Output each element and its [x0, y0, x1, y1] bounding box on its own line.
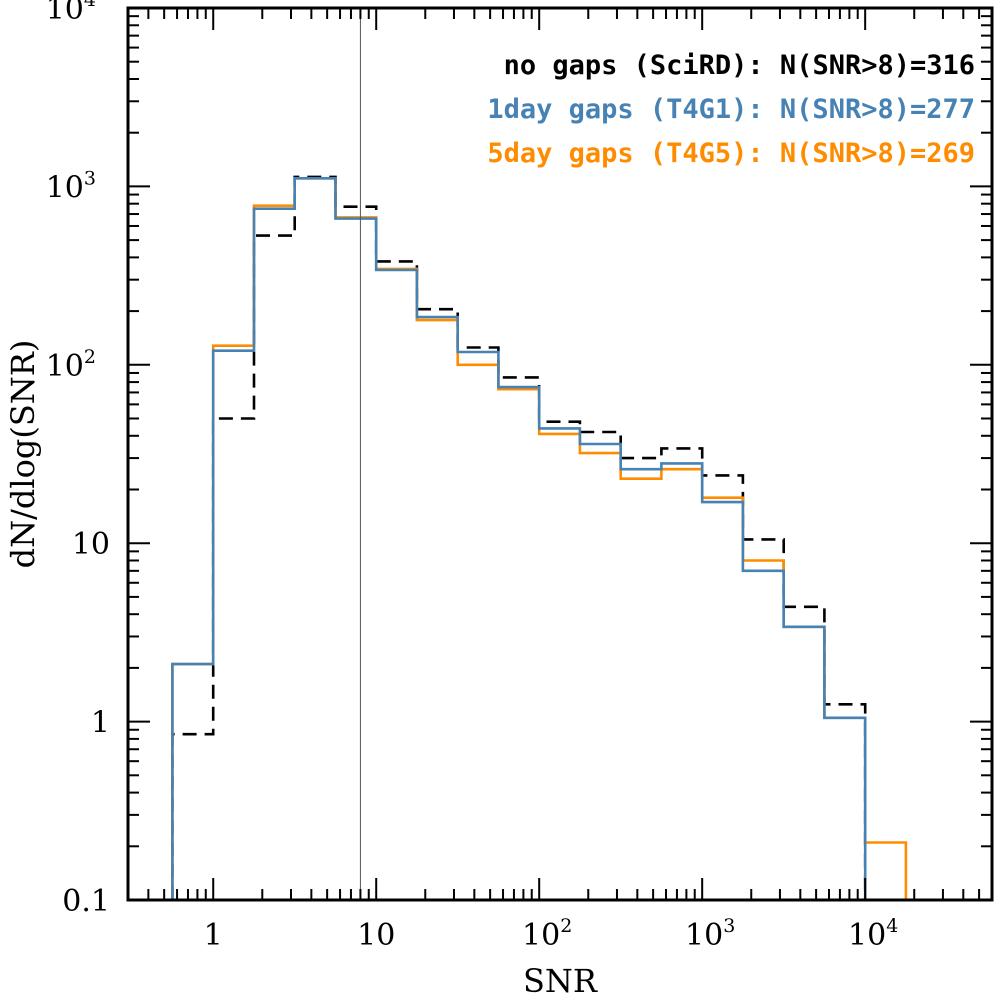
y-axis-label: dN/dlog(SNR): [4, 340, 42, 569]
legend: no gaps (SciRD): N(SNR>8)=316 1day gaps …: [487, 50, 975, 169]
x-tick-label: 102: [522, 915, 572, 953]
x-tick-label: 10: [357, 918, 395, 953]
ticks-layer: [127, 7, 993, 901]
y-tick-label: 103: [46, 167, 96, 205]
series-1-step-line: [171, 177, 908, 900]
legend-entry-no-gaps: no gaps (SciRD): N(SNR>8)=316: [504, 50, 975, 81]
series-layer: [171, 175, 908, 902]
y-tick-label: 1: [91, 706, 110, 741]
y-tick-label: 10: [72, 527, 110, 562]
tick-labels-layer: 1 10 102 103 104 0.1 1 10 102 103 104: [46, 0, 899, 953]
y-tick-label: 0.1: [62, 884, 110, 919]
series-0-step-line: [171, 175, 906, 902]
x-tick-label: 103: [685, 915, 735, 953]
series-2-step-line: [171, 177, 906, 902]
plot-frame: [126, 6, 994, 902]
legend-entry-5day-gaps: 5day gaps (T4G5): N(SNR>8)=269: [487, 138, 975, 169]
y-tick-label: 102: [46, 346, 96, 384]
x-tick-label: 1: [204, 918, 223, 953]
y-tick-label: 104: [46, 0, 96, 27]
legend-entry-1day-gaps: 1day gaps (T4G1): N(SNR>8)=277: [487, 94, 975, 125]
x-axis-label: SNR: [523, 962, 598, 1000]
x-tick-label: 104: [848, 915, 898, 953]
